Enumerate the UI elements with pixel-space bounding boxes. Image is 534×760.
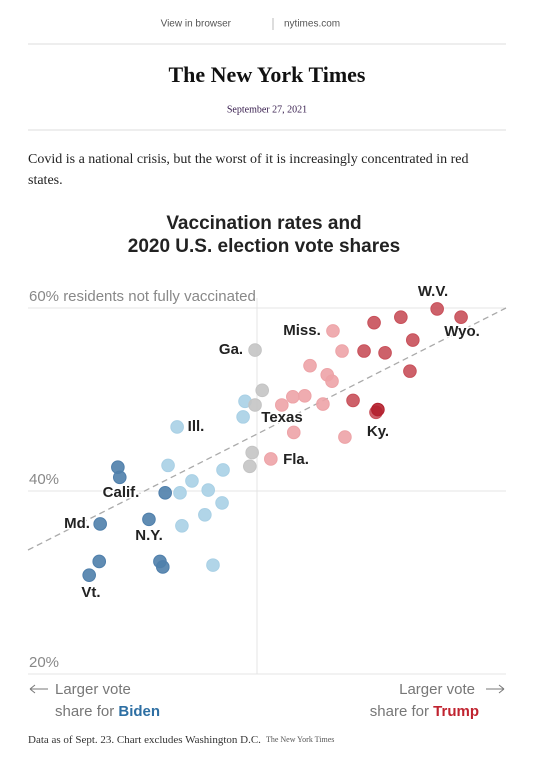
trump-label: Trump [433,703,479,720]
data-point [454,310,468,324]
data-point [198,507,212,522]
data-point [170,420,184,434]
x-label-left: share for [55,703,114,720]
chart: Vaccination rates and 2020 U.S. election… [27,213,507,720]
data-point [303,358,317,373]
data-point [346,393,360,408]
data-point [236,410,250,424]
x-label-left: Larger vote [55,681,131,698]
data-point [430,302,444,316]
data-point [403,364,417,378]
data-point [264,452,278,466]
nytimes-link[interactable]: nytimes.com [284,19,340,30]
data-point [286,389,300,404]
data-point [245,445,259,460]
data-point [161,458,175,473]
data-point [248,398,262,412]
data-point [206,558,220,572]
data-point [173,486,187,500]
state-label: Md. [64,515,90,532]
data-point [378,346,392,360]
footer-note: Data as of Sept. 23. Chart excludes Wash… [28,734,334,746]
data-point [155,560,170,574]
points [82,302,468,582]
view-in-browser-link[interactable]: View in browser [161,19,232,30]
data-point [325,374,339,389]
intro-text: Covid is a national crisis, but the wors… [28,152,469,188]
state-label: Ky. [367,423,389,440]
data-point [82,568,96,582]
state-label: Vt. [81,584,100,601]
data-point [242,459,257,474]
state-label: N.Y. [135,527,163,544]
data-point [326,324,340,338]
y-tick-label: 40% [29,471,59,488]
x-label-right: share for Trump [370,703,479,720]
data-point [335,344,349,358]
data-point [158,486,172,500]
state-label: Texas [261,409,302,426]
data-point [297,389,312,403]
arrow-left [29,684,48,694]
grid: 60% residents not fully vaccinated 40% 20% [28,288,506,675]
footer-credit: The New York Times [266,735,334,744]
chart-title: 2020 U.S. election vote shares [128,236,400,257]
x-label-right: share for [370,703,429,720]
data-point [215,496,229,510]
state-label: Miss. [283,322,321,339]
data-point [142,512,156,527]
data-point [286,425,301,440]
data-point [367,315,381,330]
data-point [201,483,216,497]
data-point [338,430,352,444]
data-point [185,474,199,488]
data-point [255,383,270,398]
data-point [394,310,408,324]
x-label-left: share for Biden [55,703,160,720]
data-point [216,463,230,477]
data-point [275,398,289,412]
state-label: Ill. [188,418,205,435]
logo[interactable]: The New York Times [169,62,366,87]
y-tick-label: 20% [29,654,59,671]
data-point [93,517,107,531]
data-point [92,554,107,569]
footer-note: Data as of Sept. 23. Chart excludes Wash… [28,734,261,746]
data-point [112,470,127,485]
data-point [248,343,262,357]
date: September 27, 2021 [227,104,307,115]
trend-line [27,307,507,551]
biden-label: Biden [118,703,160,720]
state-label: Wyo. [444,323,480,340]
arrow-right [486,684,505,694]
x-label-right: Larger vote [399,681,475,698]
data-point [357,344,371,358]
state-label: Fla. [283,451,309,468]
y-tick-label: 60% residents not fully vaccinated [29,288,256,305]
chart-title: Vaccination rates and [166,213,361,234]
data-point [175,518,189,533]
data-point [405,333,420,347]
state-label: Calif. [103,484,140,501]
state-label: Ga. [219,341,243,358]
data-point [316,397,330,411]
state-label: W.V. [418,283,448,300]
data-point [371,402,385,417]
